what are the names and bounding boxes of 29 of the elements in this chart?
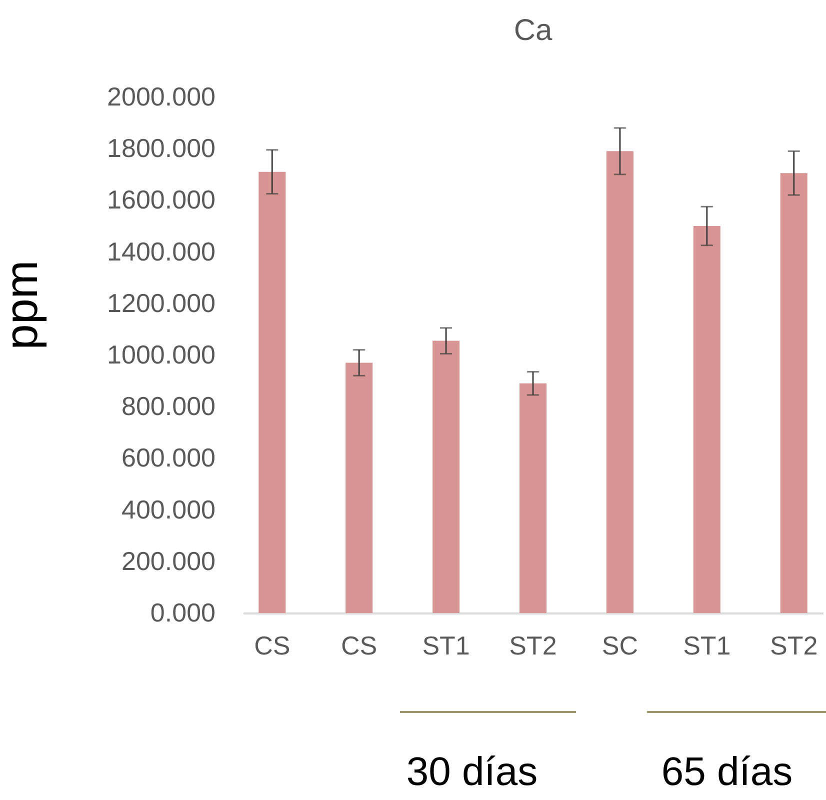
x-tick-label: CS <box>341 630 378 660</box>
bar <box>346 362 373 613</box>
y-tick-label: 600.000 <box>122 442 216 473</box>
x-tick-label: ST2 <box>770 630 818 660</box>
y-tick-label: 1400.000 <box>107 236 216 266</box>
y-tick-label: 200.000 <box>122 546 216 576</box>
bar <box>432 340 460 613</box>
chart-title: Ca <box>514 14 552 47</box>
text: 65 días <box>661 750 793 794</box>
bar <box>606 151 634 613</box>
y-tick-label: 400.000 <box>122 494 216 524</box>
y-tick-label: 2000.000 <box>107 82 216 112</box>
x-tick-label: CS <box>254 630 290 660</box>
bar <box>258 172 286 613</box>
x-tick-label: ST1 <box>422 630 470 660</box>
bar <box>780 173 808 613</box>
y-tick-label: 1800.000 <box>107 133 216 164</box>
y-tick-label: 800.000 <box>122 391 216 422</box>
y-tick-label: 1000.000 <box>107 340 216 370</box>
x-tick-label: ST2 <box>509 630 557 660</box>
bar <box>693 226 720 613</box>
y-axis-title: ppm <box>0 260 47 350</box>
y-tick-label: 1600.000 <box>107 184 216 215</box>
x-tick-label: SC <box>602 630 638 660</box>
y-tick-label: 0.000 <box>150 598 216 628</box>
text: 30 días <box>406 750 538 794</box>
x-tick-label: ST1 <box>683 630 731 660</box>
y-tick-label: 1200.000 <box>107 288 216 318</box>
bar <box>520 383 546 613</box>
